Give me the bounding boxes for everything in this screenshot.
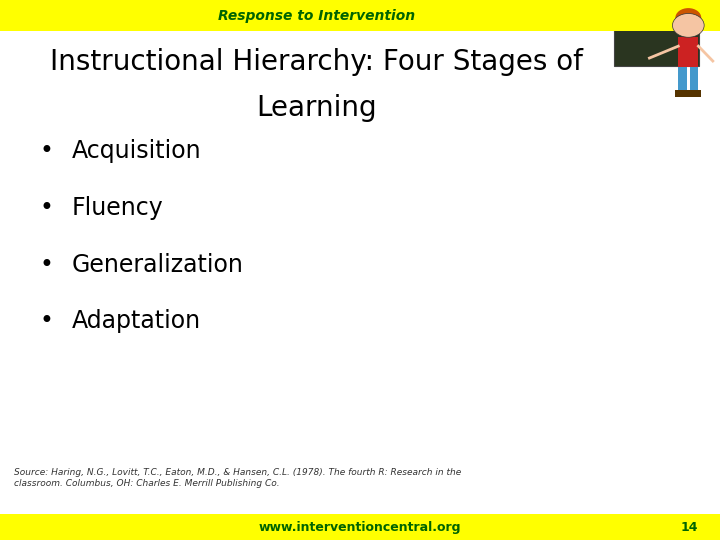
Text: 14: 14: [681, 521, 698, 534]
FancyBboxPatch shape: [688, 90, 701, 97]
Text: •: •: [40, 139, 54, 163]
Circle shape: [672, 14, 704, 37]
Text: Learning: Learning: [256, 94, 377, 122]
FancyBboxPatch shape: [0, 514, 720, 540]
Text: Fluency: Fluency: [72, 196, 163, 220]
FancyBboxPatch shape: [0, 0, 720, 31]
Text: •: •: [40, 253, 54, 276]
FancyBboxPatch shape: [690, 67, 698, 91]
FancyBboxPatch shape: [675, 90, 688, 97]
Text: Acquisition: Acquisition: [72, 139, 202, 163]
Text: •: •: [40, 196, 54, 220]
Text: Source: Haring, N.G., Lovitt, T.C., Eaton, M.D., & Hansen, C.L. (1978). The four: Source: Haring, N.G., Lovitt, T.C., Eato…: [14, 468, 462, 488]
Text: Instructional Hierarchy: Four Stages of: Instructional Hierarchy: Four Stages of: [50, 48, 583, 76]
FancyBboxPatch shape: [614, 4, 699, 66]
Text: Adaptation: Adaptation: [72, 309, 201, 333]
Circle shape: [675, 8, 701, 28]
FancyBboxPatch shape: [678, 67, 687, 91]
Text: •: •: [40, 309, 54, 333]
FancyBboxPatch shape: [678, 37, 698, 67]
Text: 2+3=: 2+3=: [636, 25, 656, 30]
Text: Response to Intervention: Response to Intervention: [218, 9, 415, 23]
Text: Generalization: Generalization: [72, 253, 244, 276]
Text: www.interventioncentral.org: www.interventioncentral.org: [258, 521, 462, 534]
